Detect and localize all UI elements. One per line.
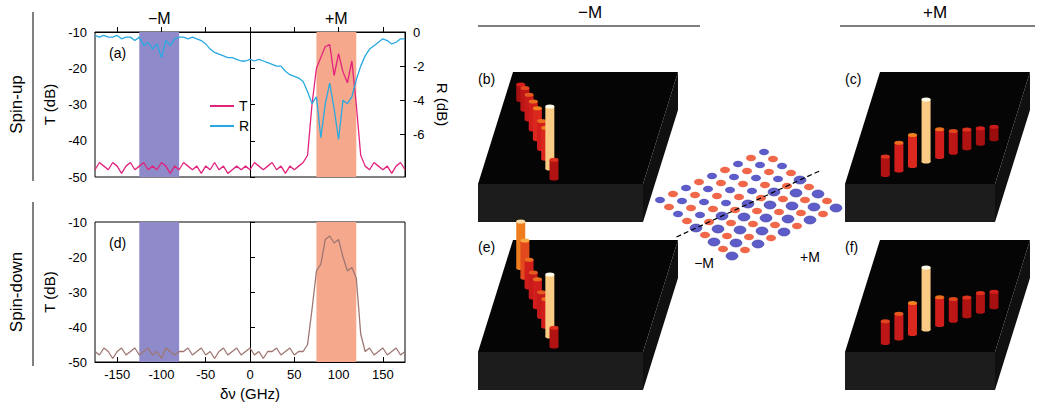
svg-text:R (dB): R (dB) <box>434 83 451 126</box>
svg-text:-30: -30 <box>68 285 87 300</box>
svg-text:−M: −M <box>694 255 714 271</box>
svg-text:-6: -6 <box>413 127 425 142</box>
svg-text:(c): (c) <box>845 71 861 87</box>
svg-text:T (dB): T (dB) <box>41 271 58 312</box>
svg-text:(e): (e) <box>478 239 495 255</box>
svg-text:−M: −M <box>148 10 171 27</box>
svg-text:-40: -40 <box>68 320 87 335</box>
svg-text:-50: -50 <box>68 170 87 185</box>
svg-text:T (dB): T (dB) <box>41 84 58 125</box>
svg-text:-20: -20 <box>68 250 87 265</box>
svg-text:50: 50 <box>287 367 301 382</box>
svg-text:−M: −M <box>578 3 602 22</box>
svg-text:+M: +M <box>923 3 947 22</box>
svg-text:0: 0 <box>413 25 420 40</box>
svg-text:T: T <box>239 98 248 114</box>
svg-text:-150: -150 <box>104 367 130 382</box>
svg-text:R: R <box>239 118 249 134</box>
svg-text:(b): (b) <box>478 71 495 87</box>
svg-text:100: 100 <box>328 367 350 382</box>
svg-text:δν (GHz): δν (GHz) <box>220 385 280 402</box>
svg-text:-30: -30 <box>68 97 87 112</box>
svg-text:150: 150 <box>372 367 394 382</box>
svg-text:-50: -50 <box>196 367 215 382</box>
svg-text:-4: -4 <box>413 93 425 108</box>
svg-text:Spin-down: Spin-down <box>7 252 26 332</box>
svg-text:-2: -2 <box>413 59 425 74</box>
svg-text:-40: -40 <box>68 133 87 148</box>
svg-text:+M: +M <box>325 10 348 27</box>
svg-text:-100: -100 <box>148 367 174 382</box>
svg-text:(f): (f) <box>845 239 858 255</box>
svg-text:-20: -20 <box>68 61 87 76</box>
svg-text:Spin-up: Spin-up <box>7 75 26 134</box>
svg-text:+M: +M <box>800 249 820 265</box>
svg-text:-10: -10 <box>68 25 87 40</box>
svg-text:(d): (d) <box>109 235 126 251</box>
svg-text:(a): (a) <box>109 45 126 61</box>
svg-text:-50: -50 <box>68 355 87 370</box>
svg-text:-10: -10 <box>68 215 87 230</box>
svg-text:0: 0 <box>246 367 253 382</box>
